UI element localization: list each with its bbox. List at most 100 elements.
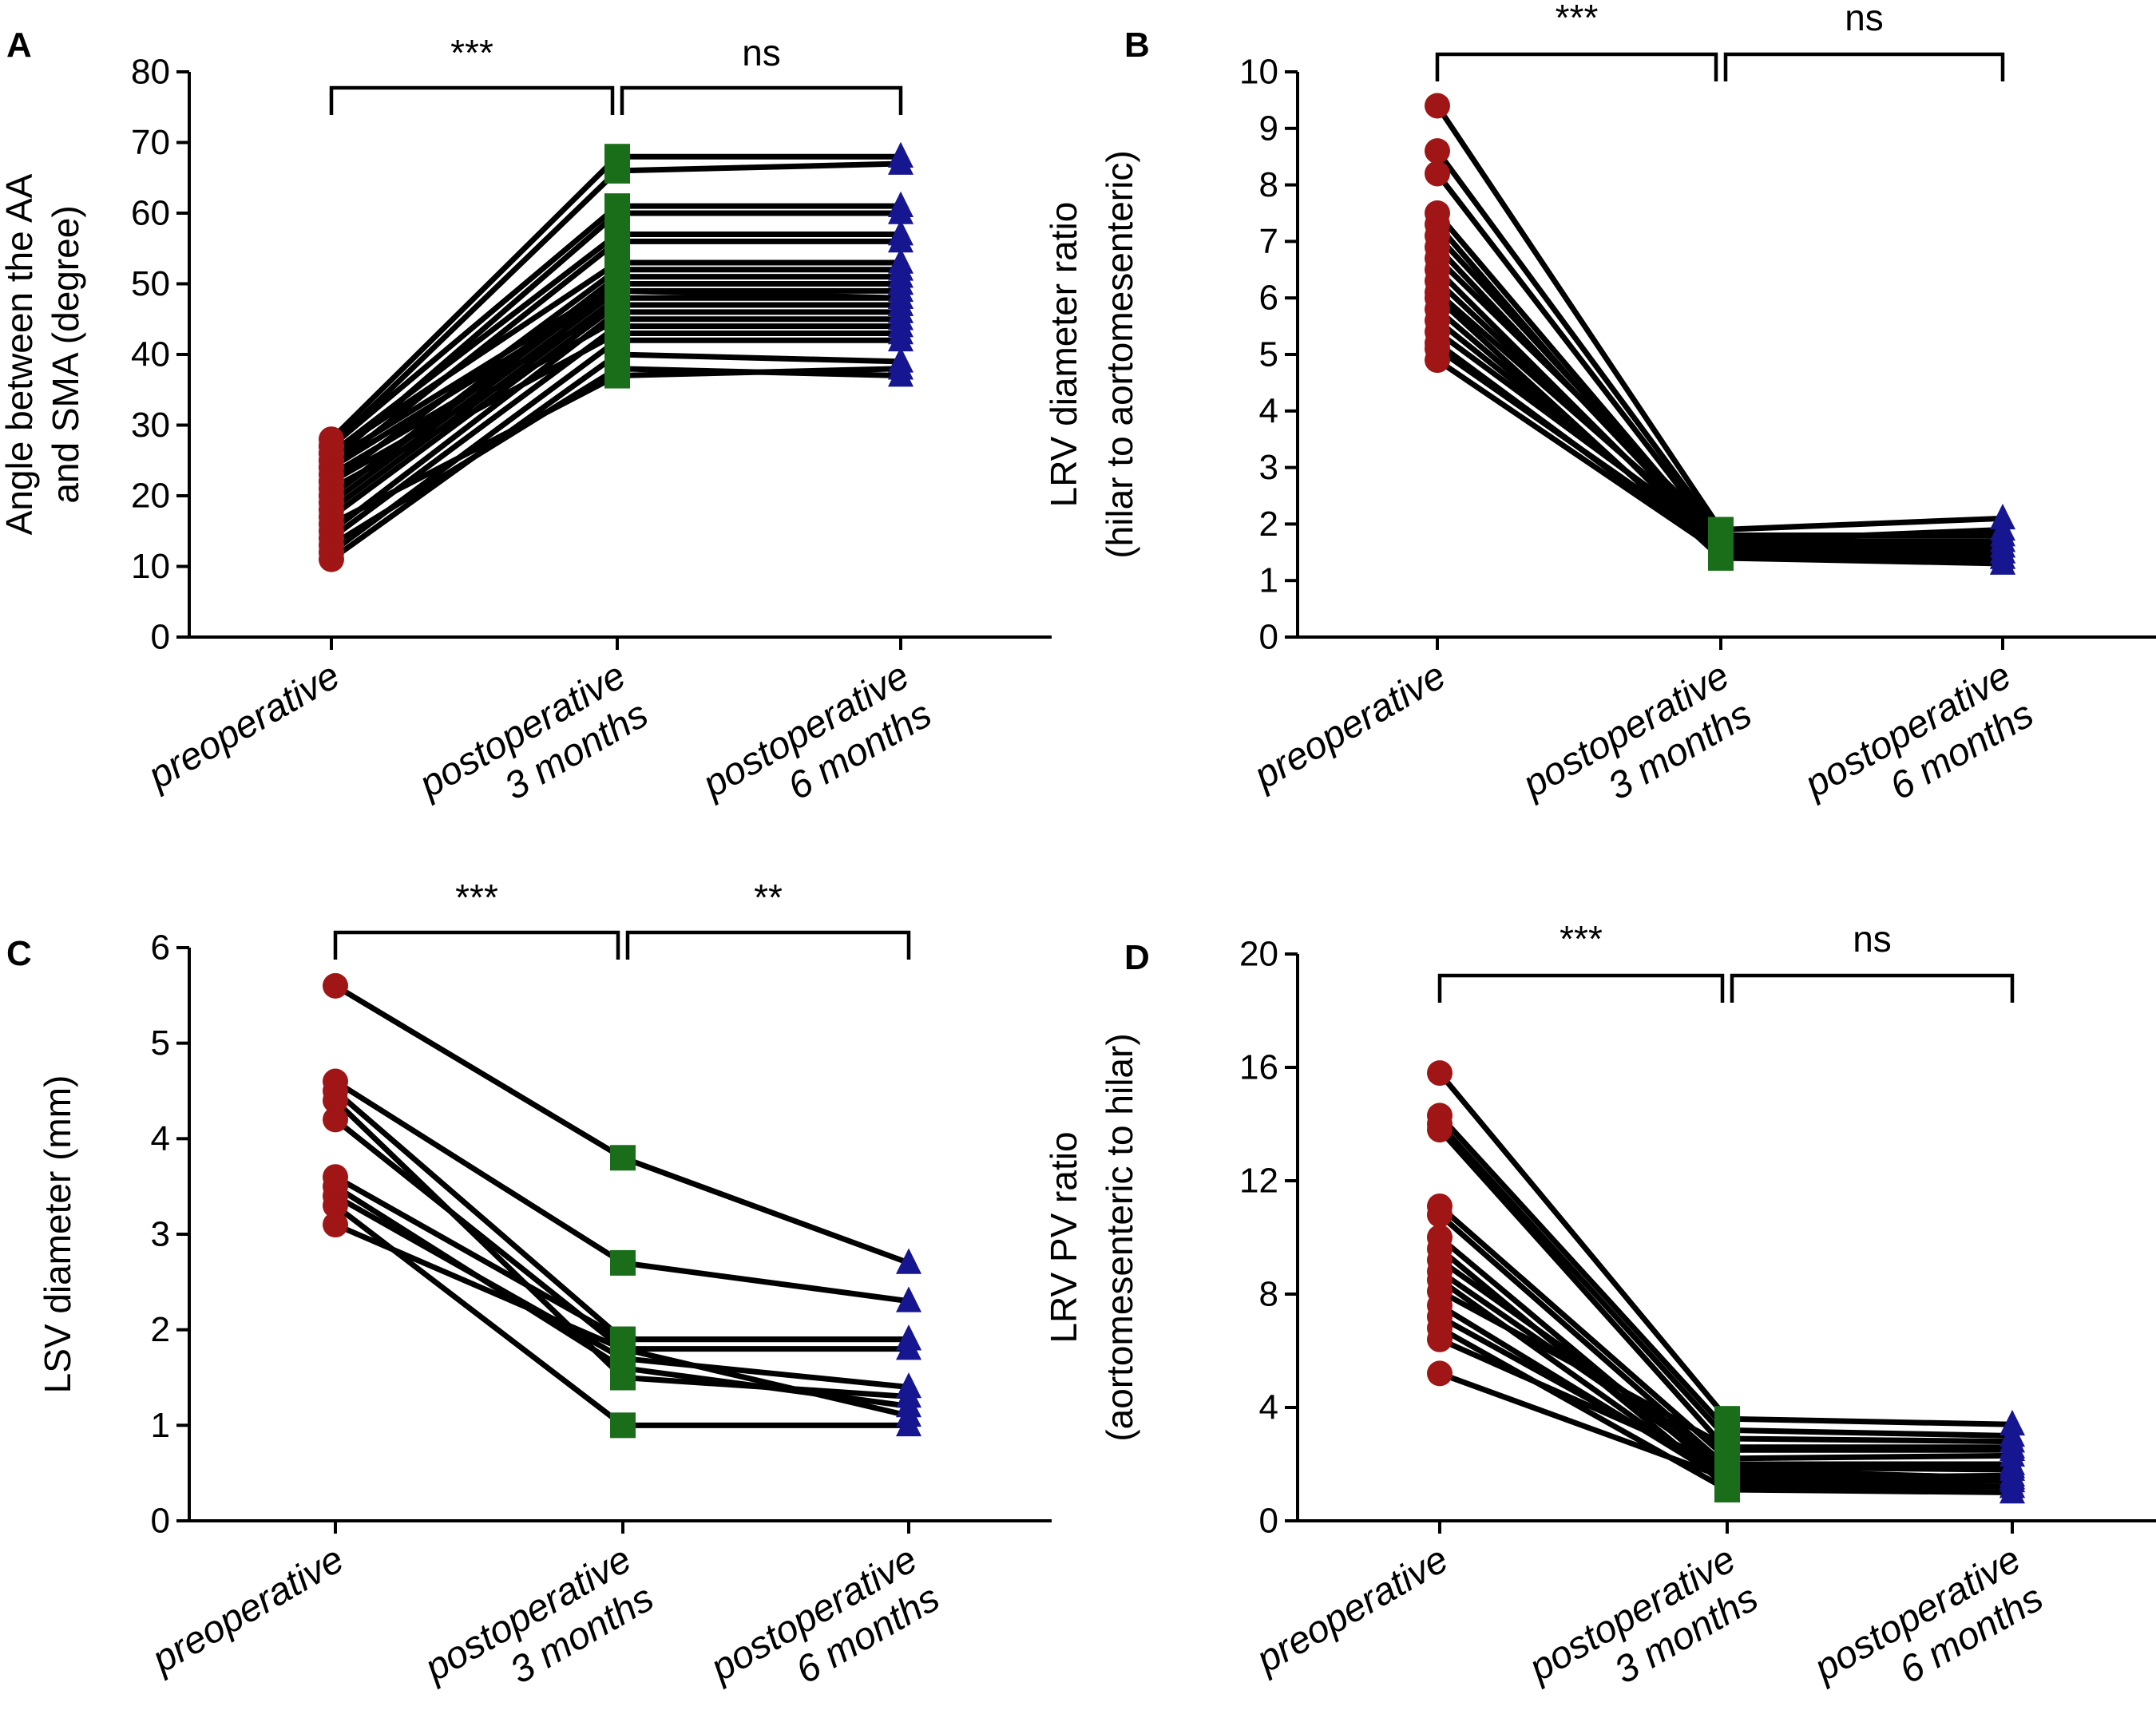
panel-c: C 0 1 2 3 4 5 6 preoperative postoperative3 month… — [6, 877, 1052, 1726]
significance-label: ** — [754, 877, 783, 918]
significance-bracket — [1435, 52, 1718, 81]
marker-6m-point — [1990, 548, 2015, 575]
y-tick-label: 60 — [131, 194, 170, 233]
x-category-label: preoperative — [1246, 655, 1453, 798]
y-tick-label: 2 — [1259, 505, 1278, 544]
marker-6m-point — [1999, 1452, 2025, 1479]
marker-pre-point — [319, 426, 344, 453]
significance-label: *** — [455, 877, 498, 918]
y-tick-label: 1 — [1259, 561, 1278, 600]
subject-line — [1437, 1113, 2013, 1439]
panel-d: D 0 4 8 12 16 20 preoperative postoperative3 mon… — [1043, 918, 2156, 1726]
y-tick-label: 0 — [1259, 618, 1278, 657]
y-tick-label: 70 — [131, 123, 170, 162]
marker-pre-point — [1425, 160, 1450, 187]
y-tick-label: 0 — [1259, 1502, 1278, 1541]
marker-3m-point — [610, 1145, 636, 1171]
x-category-label: postoperative6 months — [703, 1538, 947, 1726]
panel-letter: C — [6, 934, 32, 973]
y-tick-label: 4 — [1259, 391, 1278, 430]
marker-pre-point — [1427, 1060, 1453, 1087]
marker-6m-point — [896, 1372, 921, 1399]
marker-pre-point — [1425, 347, 1450, 374]
subject-line — [1435, 104, 2003, 532]
x-category-label: postoperative6 months — [1806, 1538, 2051, 1726]
marker-pre-point — [1425, 93, 1450, 119]
y-tick-label: 4 — [1259, 1388, 1278, 1427]
subject-line — [334, 983, 910, 1266]
panel-letter: A — [6, 26, 32, 65]
panel-letter: B — [1124, 26, 1150, 65]
significance-bracket — [625, 930, 911, 960]
y-tick-label: 6 — [1259, 279, 1278, 318]
y-axis-label: LRV PV ratio — [1043, 1131, 1084, 1343]
marker-3m-point — [610, 1336, 636, 1362]
y-axis-label: Angle between the AA — [0, 173, 40, 535]
marker-3m-point — [604, 193, 630, 220]
marker-pre-point — [1427, 1326, 1453, 1352]
marker-6m-point — [896, 1324, 921, 1351]
panel-b: B 0 1 2 3 4 5 6 7 8 9 10 preoperative postoperative3 … — [1043, 0, 2156, 809]
y-axis-label: (aortomesenteric to hilar) — [1099, 1033, 1140, 1441]
y-tick-label: 3 — [1259, 448, 1278, 487]
significance-label: ns — [742, 32, 781, 73]
marker-pre-point — [1425, 138, 1450, 164]
marker-pre-point — [323, 972, 348, 999]
subject-line — [1437, 1071, 2013, 1427]
significance-bracket — [620, 85, 903, 115]
significance-label: ns — [1845, 0, 1884, 38]
marker-pre-point — [323, 1087, 348, 1114]
marker-3m-point — [1714, 1465, 1740, 1491]
marker-6m-point — [1999, 1466, 2025, 1493]
y-tick-label: 5 — [151, 1023, 170, 1063]
y-tick-label: 8 — [1259, 1275, 1278, 1314]
y-tick-label: 4 — [151, 1119, 170, 1158]
significance-bracket — [1730, 973, 2015, 1003]
y-tick-label: 10 — [1239, 53, 1278, 92]
y-tick-label: 16 — [1239, 1048, 1278, 1087]
significance-label: *** — [450, 32, 493, 73]
significance-bracket — [329, 85, 615, 115]
x-category-label: postoperative6 months — [695, 655, 939, 845]
marker-6m-point — [896, 1286, 921, 1312]
marker-3m-point — [610, 1249, 636, 1276]
subject-line — [333, 1088, 909, 1343]
y-tick-label: 80 — [131, 53, 170, 92]
marker-6m-point — [896, 1248, 921, 1274]
marker-pre-point — [323, 1212, 348, 1238]
y-axis-label: and SMA (degree) — [45, 205, 86, 503]
marker-3m-point — [604, 221, 630, 247]
y-tick-label: 40 — [131, 335, 170, 374]
marker-3m-point — [604, 144, 630, 170]
y-axis-label: LSV diameter (mm) — [37, 1075, 78, 1394]
y-tick-label: 5 — [1259, 335, 1278, 374]
marker-6m-point — [888, 319, 914, 345]
x-category-label: postoperative3 months — [1521, 1538, 1766, 1726]
y-tick-label: 20 — [131, 477, 170, 516]
panel-a: A 0 10 20 30 40 50 60 70 80 preoperative postoperat… — [0, 26, 1052, 845]
x-category-label: preoperative — [1248, 1538, 1455, 1682]
y-tick-label: 12 — [1239, 1162, 1278, 1201]
marker-pre-point — [323, 1106, 348, 1133]
significance-label: ns — [1853, 918, 1892, 960]
y-tick-label: 7 — [1259, 222, 1278, 261]
marker-6m-point — [888, 141, 914, 168]
y-axis-label: (hilar to aortomesenteric) — [1099, 150, 1140, 558]
y-tick-label: 50 — [131, 264, 170, 303]
y-tick-label: 20 — [1239, 935, 1278, 974]
x-category-label: preoperative — [144, 1538, 351, 1682]
marker-3m-point — [610, 1412, 636, 1439]
y-axis-label: LRV diameter ratio — [1043, 202, 1084, 508]
y-tick-label: 0 — [151, 1502, 170, 1541]
marker-3m-point — [1708, 539, 1734, 565]
marker-6m-point — [888, 304, 914, 331]
y-tick-label: 8 — [1259, 165, 1278, 204]
y-tick-label: 1 — [151, 1406, 170, 1445]
marker-6m-point — [888, 191, 914, 217]
marker-6m-point — [888, 290, 914, 316]
panel-letter: D — [1124, 938, 1150, 977]
significance-bracket — [1437, 973, 1725, 1003]
marker-6m-point — [888, 247, 914, 274]
y-tick-label: 10 — [131, 547, 170, 586]
